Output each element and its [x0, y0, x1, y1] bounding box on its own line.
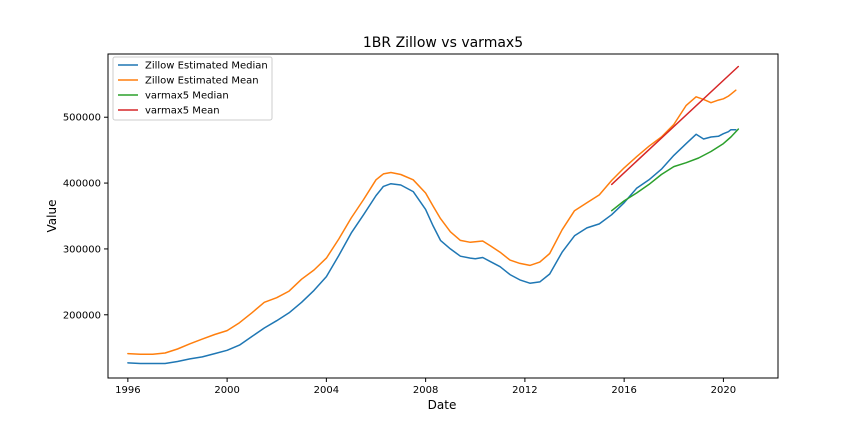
chart-title: 1BR Zillow vs varmax5	[363, 35, 523, 51]
legend: Zillow Estimated Median Zillow Estimated …	[112, 56, 273, 121]
x-axis-ticks: 1996 2000 2004 2008 2012 2016 2020	[115, 378, 736, 396]
series-layer	[127, 65, 740, 365]
plot-frame	[107, 53, 779, 379]
y-axis-title: Value	[45, 200, 59, 233]
y-tick-label: 300000	[63, 244, 101, 255]
x-tick-label: 2012	[512, 385, 537, 396]
legend-label: Zillow Estimated Median	[145, 61, 268, 72]
series-line-zillow-estimated-median	[127, 128, 737, 365]
series-line-varmax5-mean	[610, 65, 740, 186]
x-tick-label: 2004	[314, 385, 339, 396]
series-line-zillow-estimated-mean	[127, 89, 737, 356]
x-tick-label: 2008	[413, 385, 438, 396]
y-tick-label: 200000	[63, 310, 101, 321]
legend-label: varmax5 Median	[145, 91, 229, 102]
x-tick-label: 1996	[115, 385, 140, 396]
x-tick-label: 2000	[214, 385, 239, 396]
y-axis-ticks: 200000 300000 400000 500000	[63, 113, 108, 321]
y-tick-label: 500000	[63, 113, 101, 124]
y-tick-label: 400000	[63, 179, 101, 190]
legend-label: Zillow Estimated Mean	[145, 76, 259, 87]
x-axis-title: Date	[428, 398, 457, 412]
legend-label: varmax5 Mean	[145, 106, 220, 117]
x-tick-label: 2016	[611, 385, 636, 396]
series-line-varmax5-median	[610, 128, 740, 212]
x-tick-label: 2020	[711, 385, 736, 396]
legend-box	[112, 56, 273, 121]
